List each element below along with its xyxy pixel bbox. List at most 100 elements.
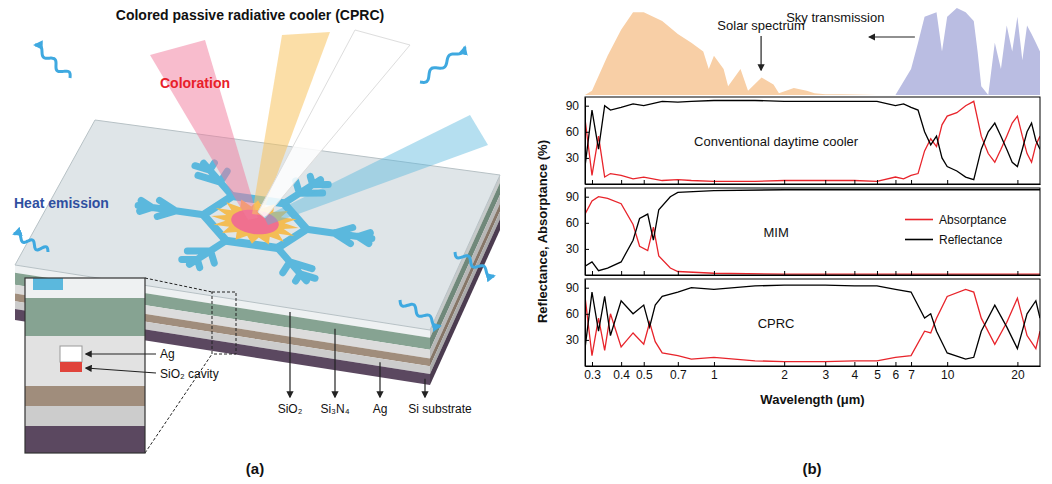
- tick-label: 60: [566, 125, 580, 139]
- tick-mark: [644, 271, 645, 275]
- tick-mark: [644, 362, 645, 366]
- spectrum-line: [585, 100, 1040, 179]
- tick: [621, 271, 622, 275]
- tick-mark: [784, 271, 785, 275]
- x-axis: 0.30.40.50.712345671020: [584, 362, 1040, 382]
- tick-mark: [877, 362, 878, 366]
- tick-mark: [592, 271, 593, 275]
- inset-layer: [25, 406, 145, 426]
- tick: [678, 180, 679, 184]
- spectrum-line: [585, 289, 1040, 361]
- tick-mark: [585, 158, 589, 159]
- tick-label: 0.5: [636, 368, 653, 382]
- tick: 6: [893, 362, 900, 382]
- inset-layer: [25, 278, 145, 298]
- heat-emission-arrow: [14, 233, 48, 252]
- tick-mark: [911, 271, 912, 275]
- y-axis-title: Reflectance, Absorptance (%): [535, 140, 550, 323]
- tick-mark: [895, 180, 896, 184]
- tick-label: 30: [566, 242, 580, 256]
- pointer-arrow: [86, 368, 156, 373]
- tick: 0.4: [613, 362, 630, 382]
- tick-label: 90: [566, 190, 580, 204]
- heat-emission-arrow: [455, 252, 494, 276]
- plot-frame: [585, 97, 1040, 184]
- snowflake-arm: [137, 197, 205, 222]
- tick: 3: [822, 362, 829, 382]
- tick: [784, 271, 785, 275]
- legend-swatch: [905, 239, 933, 241]
- chart-panel: Solar spectrumSky transmission: [585, 8, 1040, 95]
- inset-layer: [25, 386, 145, 406]
- tick: [911, 180, 912, 184]
- tick-mark: [1017, 271, 1018, 275]
- spectrum-area: [585, 8, 1040, 95]
- tick: 30: [566, 151, 589, 165]
- panel-label: (a): [246, 460, 264, 477]
- tick: 30: [566, 333, 589, 347]
- plot-frame: [585, 279, 1040, 366]
- tick-label: 30: [566, 333, 580, 347]
- inset-pattern: [33, 278, 63, 290]
- y-axis: 306090: [566, 280, 589, 367]
- pointer-arrow: [424, 379, 425, 397]
- spectrum-line: [585, 101, 1040, 181]
- tick-mark: [621, 362, 622, 366]
- tick: 10: [941, 362, 955, 382]
- spectrum-line: [585, 190, 1040, 271]
- tick: 60: [566, 216, 589, 230]
- axis-line: [585, 280, 586, 367]
- tick: [877, 271, 878, 275]
- tick: [854, 180, 855, 184]
- zoom-box-on-slab: [212, 292, 236, 354]
- tick: [854, 271, 855, 275]
- diagram-panel: Colored passive radiative cooler (CPRC)C…: [14, 7, 500, 453]
- axis-line: [586, 275, 1041, 276]
- tick-mark: [784, 362, 785, 366]
- tick-mark: [644, 180, 645, 184]
- panel-title: Conventional daytime cooler: [694, 134, 859, 149]
- tick-label: 90: [566, 99, 580, 113]
- tick: [621, 180, 622, 184]
- axis-line: [586, 366, 1041, 367]
- inset-label: SiO₂ cavity: [160, 367, 219, 381]
- figure-canvas: Colored passive radiative cooler (CPRC)C…: [0, 0, 1052, 484]
- tick-mark: [947, 180, 948, 184]
- layer-label: SiO₂: [278, 402, 303, 416]
- tick-mark: [678, 271, 679, 275]
- tick: 0.7: [670, 362, 687, 382]
- tick: 90: [566, 190, 589, 204]
- tick-mark: [895, 362, 896, 366]
- tick-mark: [877, 271, 878, 275]
- tick-label: 0.4: [613, 368, 630, 382]
- snowflake-arm: [305, 221, 373, 246]
- plot-area: [585, 100, 1040, 181]
- tick: 4: [852, 362, 859, 382]
- heat-emission-arrow: [420, 47, 465, 82]
- tick-label: 10: [941, 368, 955, 382]
- tick-mark: [678, 362, 679, 366]
- tick: [895, 271, 896, 275]
- tick: [947, 271, 948, 275]
- tick: [714, 271, 715, 275]
- tick: 20: [1011, 362, 1025, 382]
- tick: [947, 180, 948, 184]
- tick-mark: [592, 362, 593, 366]
- pointer-arrow: [379, 362, 380, 397]
- tick: 0.5: [636, 362, 653, 382]
- zoom-line: [145, 278, 212, 292]
- plot-area: [585, 285, 1040, 362]
- tick: 2: [781, 362, 788, 382]
- tick: 0.3: [584, 362, 601, 382]
- tick: [678, 271, 679, 275]
- tick: 30: [566, 242, 589, 256]
- tick-mark: [714, 362, 715, 366]
- heat-emission-label: Heat emission: [14, 195, 109, 211]
- tick-mark: [714, 180, 715, 184]
- coloration-label: Coloration: [160, 75, 230, 91]
- snowflake-arm: [273, 248, 318, 284]
- spectrum-label: Sky transmission: [786, 10, 884, 25]
- spectrum-line: [585, 197, 1040, 274]
- heat-emission-arrow: [400, 300, 440, 326]
- tick: [877, 180, 878, 184]
